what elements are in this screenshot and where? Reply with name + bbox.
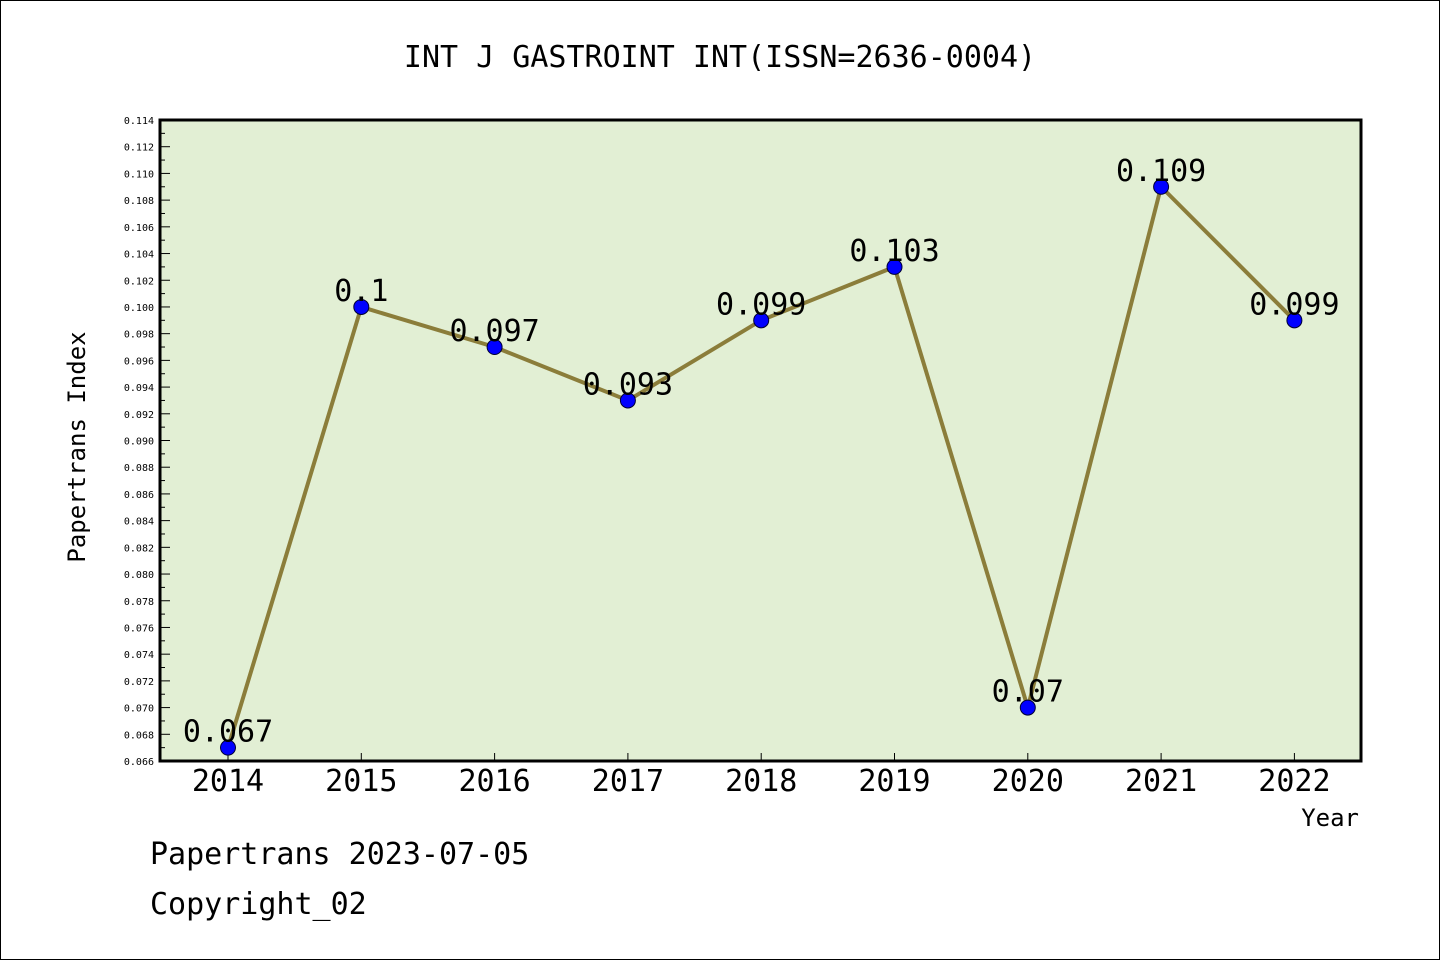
data-point [1286, 312, 1303, 329]
data-label: 0.103 [849, 234, 939, 269]
y-tick-label: 0.072 [124, 677, 154, 688]
data-label: 0.093 [583, 367, 673, 402]
y-tick-label: 0.114 [124, 116, 154, 127]
y-tick-label: 0.102 [124, 276, 154, 287]
data-point [619, 392, 636, 409]
x-tick-label: 2018 [725, 764, 797, 799]
y-tick-label: 0.068 [124, 730, 154, 741]
y-tick-label: 0.090 [124, 437, 154, 448]
y-tick-label: 0.106 [124, 223, 154, 234]
data-label: 0.109 [1116, 154, 1206, 189]
data-point [753, 312, 770, 329]
x-tick-label: 2017 [592, 764, 664, 799]
x-tick-label: 2016 [458, 764, 530, 799]
y-tick-label: 0.096 [124, 356, 154, 367]
x-axis-label: Year [1301, 804, 1359, 832]
y-tick-label: 0.078 [124, 597, 154, 608]
data-point [886, 258, 903, 275]
chart-title: INT J GASTROINT INT(ISSN=2636-0004) [404, 40, 1036, 75]
data-label: 0.099 [1249, 287, 1339, 322]
y-axis-label: Papertrans Index [63, 331, 91, 562]
y-tick-label: 0.080 [124, 570, 154, 581]
y-tick-label: 0.092 [124, 410, 154, 421]
y-tick-label: 0.098 [124, 330, 154, 341]
data-point [220, 739, 236, 756]
x-tick-label: 2021 [1125, 764, 1197, 799]
y-tick-label: 0.082 [124, 543, 154, 554]
x-axis-ticks: 2014 2015 2016 2017 2018 2019 2020 2021 2022 [192, 753, 1331, 799]
footer-date: Papertrans 2023-07-05 [150, 837, 529, 872]
data-point [353, 298, 370, 315]
y-tick-label: 0.108 [124, 196, 154, 207]
y-tick-label: 0.104 [124, 250, 154, 261]
x-tick-label: 2014 [192, 764, 264, 799]
x-tick-label: 2019 [858, 764, 930, 799]
x-tick-label: 2020 [992, 764, 1064, 799]
footer-copyright: Copyright_02 [150, 887, 367, 922]
data-point [486, 339, 503, 356]
y-axis-ticks: 0.066 0.068 0.070 0.072 0.074 0.076 0.078 0.080… [124, 116, 170, 768]
plot-area [158, 118, 1363, 763]
y-tick-label: 0.070 [124, 704, 154, 715]
data-labels-group: 0.067 0.1 0.097 0.093 0.099 0.103 0.07 0.109 0.0… [183, 154, 1340, 750]
x-tick-label: 2015 [325, 764, 397, 799]
data-label: 0.067 [183, 715, 273, 750]
y-tick-label: 0.112 [124, 143, 154, 154]
data-label: 0.07 [992, 675, 1064, 710]
data-label: 0.097 [449, 314, 539, 349]
y-tick-label: 0.110 [124, 169, 154, 180]
y-tick-label: 0.066 [124, 757, 154, 768]
y-tick-label: 0.074 [124, 650, 154, 661]
data-label: 0.099 [716, 287, 806, 322]
y-tick-label: 0.084 [124, 517, 154, 528]
y-tick-label: 0.076 [124, 623, 154, 634]
data-label: 0.1 [334, 274, 388, 309]
x-tick-label: 2022 [1258, 764, 1330, 799]
y-tick-label: 0.100 [124, 303, 154, 314]
data-point [1153, 178, 1170, 195]
y-tick-label: 0.088 [124, 463, 154, 474]
data-point [1019, 699, 1036, 716]
data-points-group [220, 178, 1303, 756]
y-tick-label: 0.094 [124, 383, 154, 394]
y-tick-label: 0.086 [124, 490, 154, 501]
